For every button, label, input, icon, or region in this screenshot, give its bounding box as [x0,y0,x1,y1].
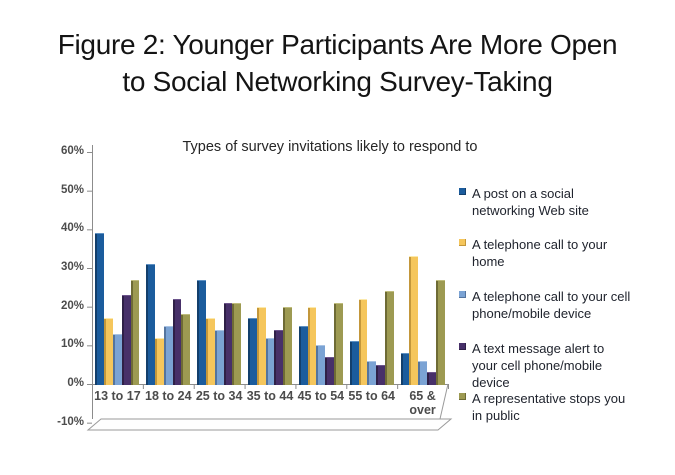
bar-series0-group5 [349,341,359,385]
bar-series4-group3 [283,306,292,385]
legend-label: A telephone call to your home [472,237,608,269]
bar-series4-group2 [232,302,242,385]
bar-series4-group5 [384,291,394,385]
bar-series4-group0 [130,279,140,385]
bar-series2-group4 [316,345,326,385]
y-tick-label: -10% [57,415,84,428]
bar-series2-group3 [265,337,275,385]
bar-series4-group1 [181,314,191,385]
x-tick-label: 25 to 34 [195,389,243,403]
chart-floor [86,418,453,431]
bar-series4-group6 [435,279,445,385]
legend-label: A telephone call to your cell phone/mobil… [472,289,631,321]
bar-series1-group6 [409,256,419,385]
bar-series1-group5 [358,298,368,385]
y-tick-label: 10% [60,338,84,351]
bar-series3-group3 [274,329,284,385]
y-tick-label: 60% [60,144,84,157]
legend-swatch-icon [459,291,466,298]
bar-series0-group0 [95,233,105,385]
bar-series2-group1 [163,325,173,385]
x-tick-label: 13 to 17 [94,389,141,403]
bar-series3-group6 [426,372,436,385]
legend-item-3: A text message alert to your cell phone/m… [459,340,664,391]
bar-series1-group2 [205,318,215,385]
x-tick-label: 18 to 24 [145,389,192,403]
y-tick-label: 50% [60,183,84,196]
x-tick-label: 35 to 44 [246,389,294,403]
figure-title-line2: to Social Networking Survey-Taking [122,66,553,97]
legend-swatch-icon [459,239,466,246]
bar-series3-group2 [223,302,233,385]
bar-series2-group0 [113,333,122,385]
x-tick-label: 45 to 54 [297,389,345,403]
bar-series0-group4 [298,325,308,385]
y-tick-label: 40% [60,222,84,235]
bar-series4-group4 [334,302,343,385]
x-tick-label: 55 to 64 [348,389,395,403]
bar-series2-group6 [418,360,427,385]
y-tick-label: 0% [67,377,84,389]
legend-swatch-icon [459,343,466,350]
bar-series2-group5 [367,360,377,385]
bar-series3-group5 [376,364,385,385]
legend-swatch-icon [459,393,466,400]
legend-label: A text message alert to your cell phone/m… [472,341,605,390]
legend-label: A post on a social networking Web site [472,186,589,218]
chart-title: Types of survey invitations likely to re… [182,139,478,155]
bar-series0-group6 [400,353,410,385]
legend-item-1: A telephone call to your home [459,236,664,270]
bar-series0-group2 [197,279,206,385]
bar-series3-group0 [121,295,131,385]
x-tick-label: 65 & over [409,389,436,417]
bar-series1-group3 [256,306,266,385]
bar-series0-group1 [146,264,156,385]
y-tick-label: 30% [60,260,84,273]
bar-series1-group0 [104,318,114,385]
bar-series3-group4 [325,356,335,385]
figure-title-line1: Figure 2: Younger Participants Are More … [57,29,618,60]
figure-title: Figure 2: Younger Participants Are More … [0,26,675,100]
bar-series1-group1 [155,337,164,385]
legend-item-4: A representative stops you in public [459,390,664,424]
legend-label: A representative stops you in public [472,391,626,423]
bar-series1-group4 [307,306,317,385]
bar-series3-group1 [172,298,182,385]
legend-swatch-icon [459,188,466,195]
y-tick-label: 20% [60,299,84,312]
legend-item-2: A telephone call to your cell phone/mobil… [459,288,664,322]
bar-series0-group3 [248,318,257,385]
bar-series2-group2 [214,329,224,385]
legend-item-0: A post on a social networking Web site [459,185,664,219]
